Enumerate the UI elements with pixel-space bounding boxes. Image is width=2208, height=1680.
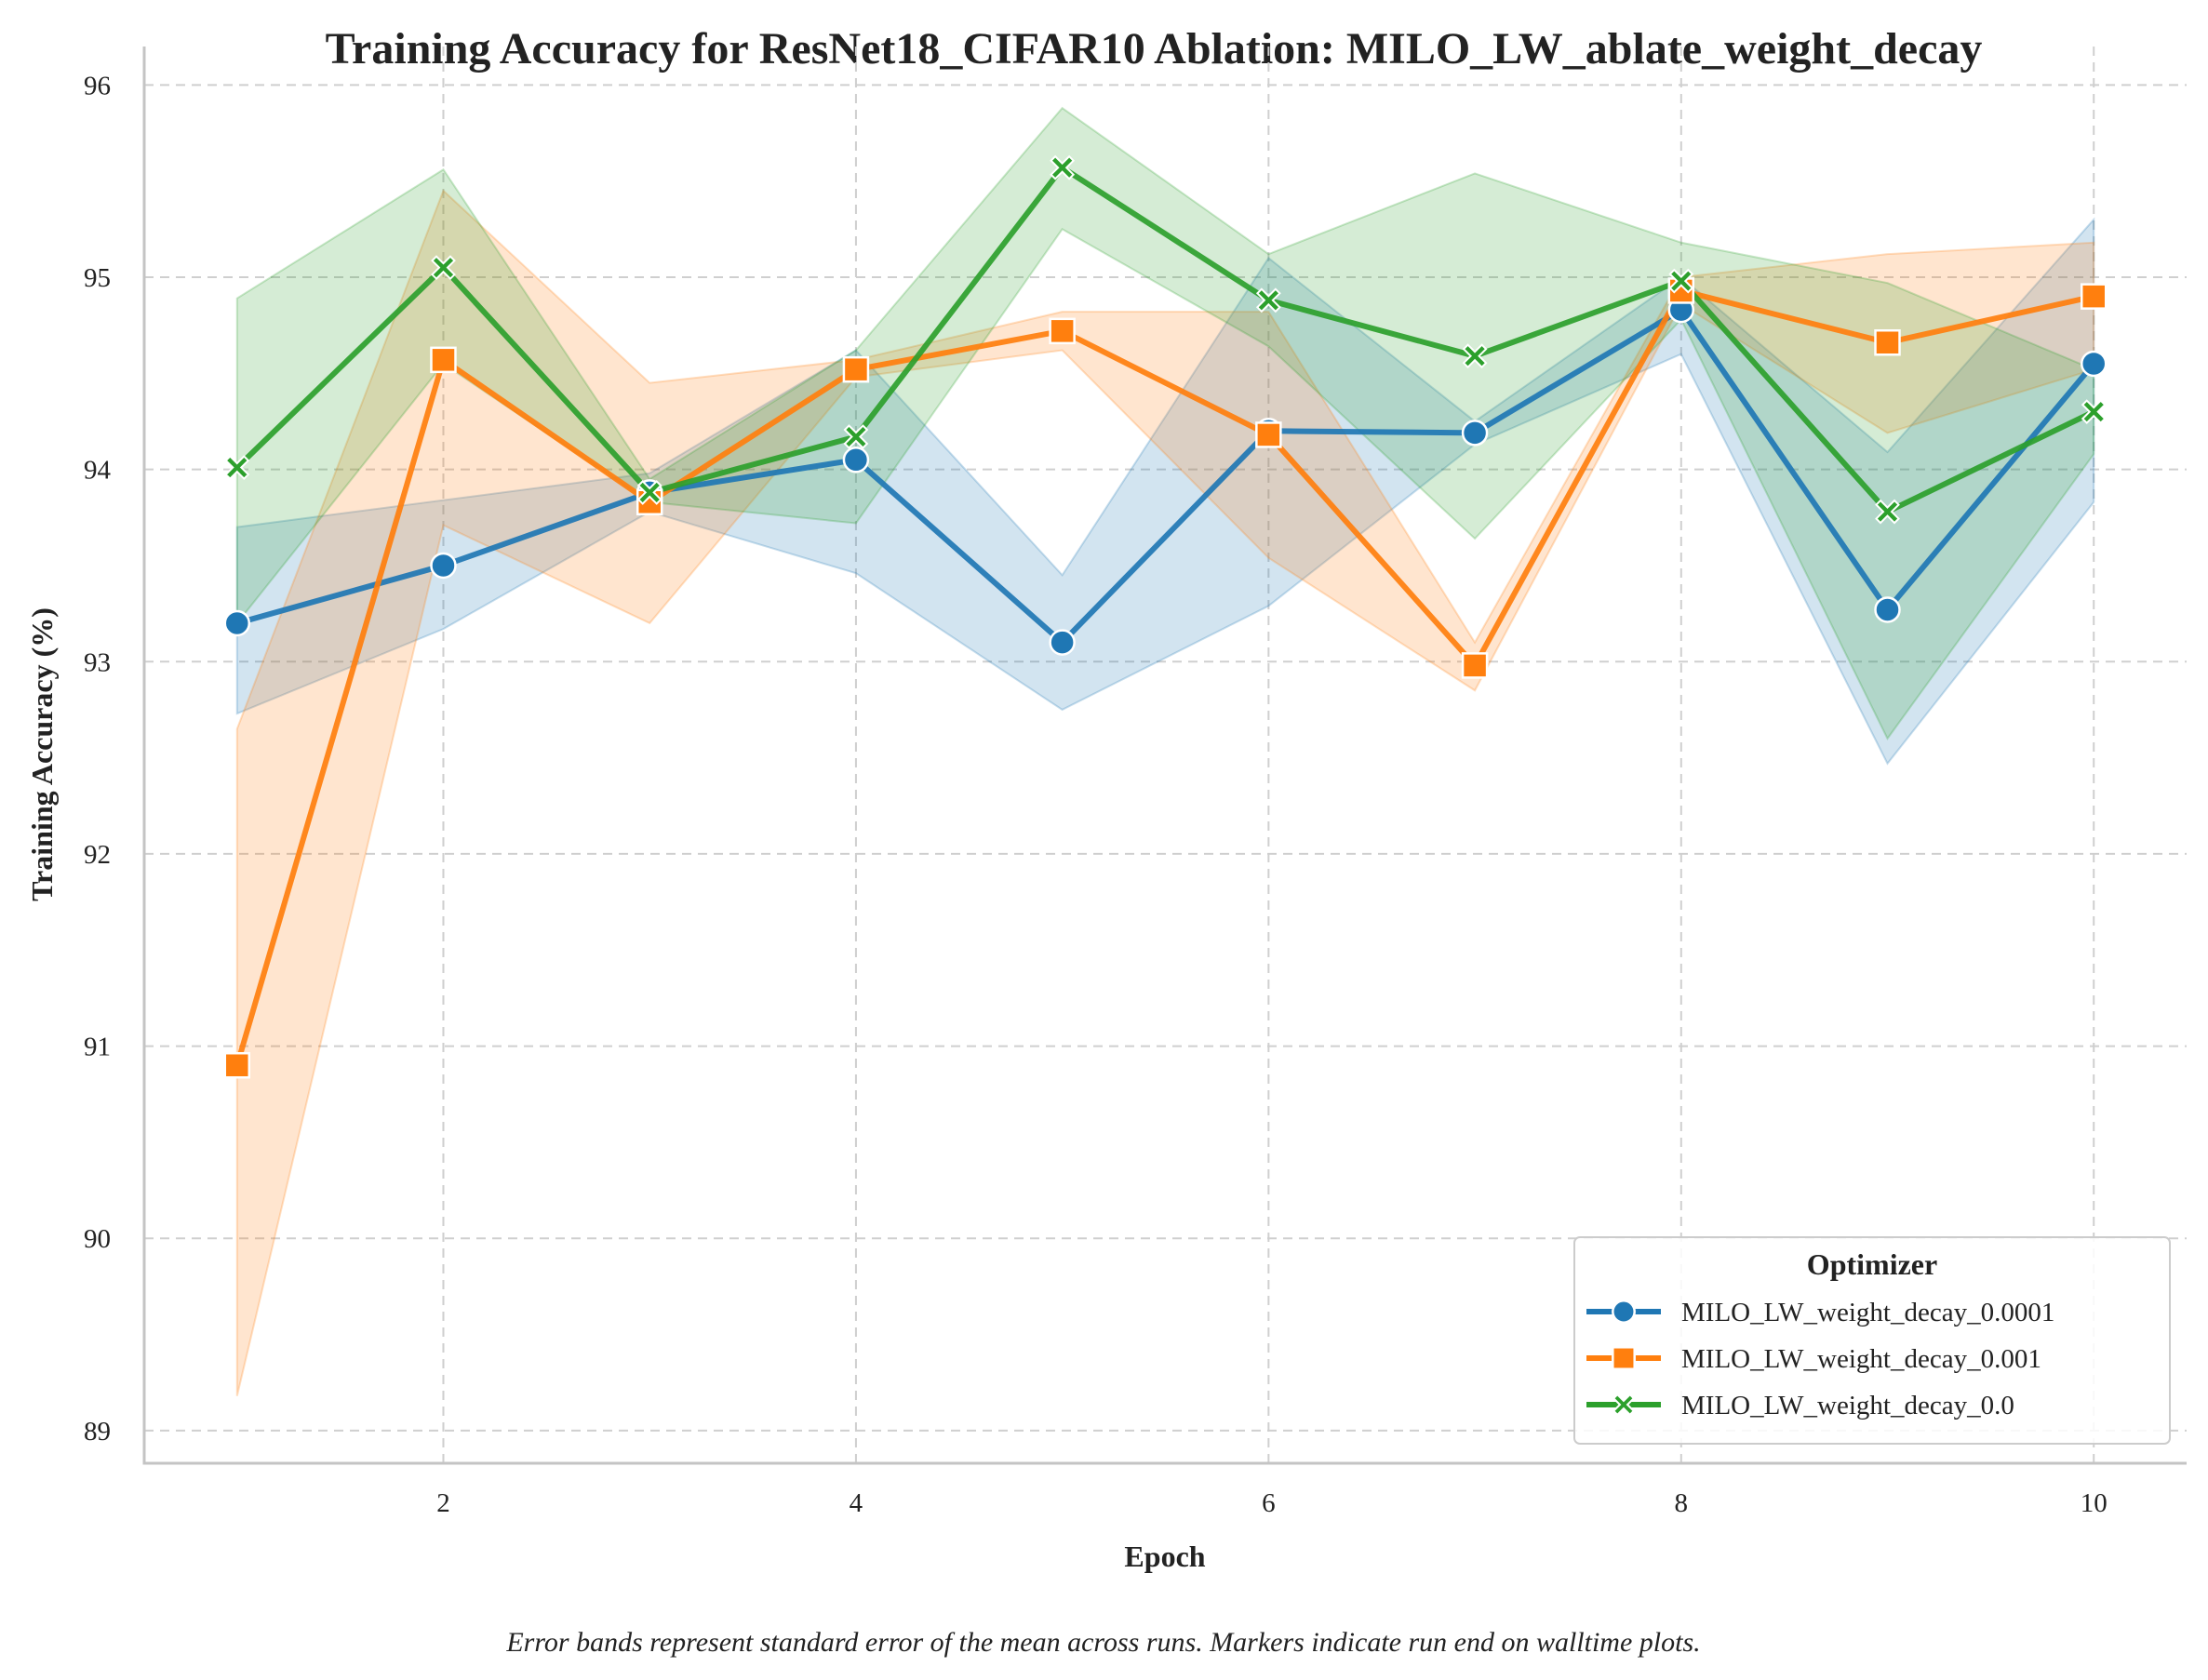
y-tick-label: 90 xyxy=(84,1224,111,1254)
data-point xyxy=(223,1051,251,1079)
chart-caption: Error bands represent standard error of … xyxy=(505,1627,1700,1658)
error-bands xyxy=(235,106,2095,1396)
y-tick-label: 89 xyxy=(84,1417,111,1447)
data-point xyxy=(431,255,456,281)
axis-spines xyxy=(142,47,2187,1465)
legend-entry: MILO_LW_weight_decay_0.0 xyxy=(1586,1391,2014,1420)
data-point xyxy=(842,447,870,473)
tick-labels: 2 4 6 8 10 89 90 91 92 93 94 95 96 xyxy=(84,71,2108,1518)
legend-title: Optimizer xyxy=(1807,1247,1937,1281)
data-point xyxy=(636,480,662,505)
data-point xyxy=(842,355,870,383)
grid xyxy=(144,47,2187,1463)
legend-label: MILO_LW_weight_decay_0.0 xyxy=(1681,1391,2014,1420)
x-tick-label: 10 xyxy=(2081,1488,2108,1518)
chart-title: Training Accuracy for ResNet18_CIFAR10 A… xyxy=(326,24,1983,73)
legend-marker xyxy=(1612,1300,1636,1324)
data-point xyxy=(1875,499,1900,525)
y-tick-label: 94 xyxy=(84,456,112,486)
data-point xyxy=(430,346,457,374)
series-line xyxy=(234,287,2094,1067)
x-tick-label: 2 xyxy=(436,1488,450,1518)
data-point xyxy=(2081,399,2107,425)
x-axis-label: Epoch xyxy=(1124,1540,1205,1573)
data-point xyxy=(1462,343,1488,369)
error-band xyxy=(235,106,2095,740)
data-point xyxy=(843,424,869,449)
data-point xyxy=(224,455,250,480)
series-line xyxy=(234,165,2095,515)
legend-marker xyxy=(1612,1346,1636,1370)
data-point xyxy=(1461,420,1489,447)
data-point xyxy=(223,609,251,637)
legend-box xyxy=(1573,1236,2171,1445)
data-point xyxy=(1668,268,1694,294)
data-point xyxy=(1255,287,1281,313)
legend-label: MILO_LW_weight_decay_0.001 xyxy=(1681,1344,2041,1374)
data-point xyxy=(1049,317,1076,345)
y-tick-label: 92 xyxy=(84,840,111,870)
y-tick-label: 91 xyxy=(84,1033,111,1062)
legend-marker xyxy=(1612,1393,1636,1417)
legend-entry: MILO_LW_weight_decay_0.0001 xyxy=(1586,1298,2054,1327)
data-point xyxy=(1461,652,1489,679)
y-tick-label: 93 xyxy=(84,647,111,677)
x-tick-label: 4 xyxy=(850,1488,863,1518)
x-tick-label: 8 xyxy=(1675,1488,1689,1518)
legend: Optimizer MILO_LW_weight_decay_0.0001MIL… xyxy=(1573,1236,2171,1445)
data-point xyxy=(1050,154,1076,180)
y-axis-label: Training Accuracy (%) xyxy=(25,607,59,901)
data-point xyxy=(1874,328,1901,356)
series-line xyxy=(235,307,2096,646)
data-point xyxy=(1049,629,1076,656)
y-tick-label: 96 xyxy=(84,71,111,100)
error-band xyxy=(235,217,2095,766)
legend-entries: MILO_LW_weight_decay_0.0001 MILO_LW_weigh… xyxy=(1586,1298,2054,1420)
legend-label: MILO_LW_weight_decay_0.0001 xyxy=(1681,1298,2054,1327)
data-point xyxy=(1255,421,1282,448)
legend-entry: MILO_LW_weight_decay_0.001 xyxy=(1586,1344,2041,1374)
series-markers xyxy=(223,154,2108,1079)
data-point xyxy=(2080,350,2108,378)
data-point xyxy=(2080,283,2108,310)
data-point xyxy=(1874,596,1901,623)
x-tick-label: 6 xyxy=(1262,1488,1276,1518)
data-point xyxy=(430,552,457,580)
series-lines xyxy=(234,165,2096,1067)
y-tick-label: 95 xyxy=(84,263,111,293)
